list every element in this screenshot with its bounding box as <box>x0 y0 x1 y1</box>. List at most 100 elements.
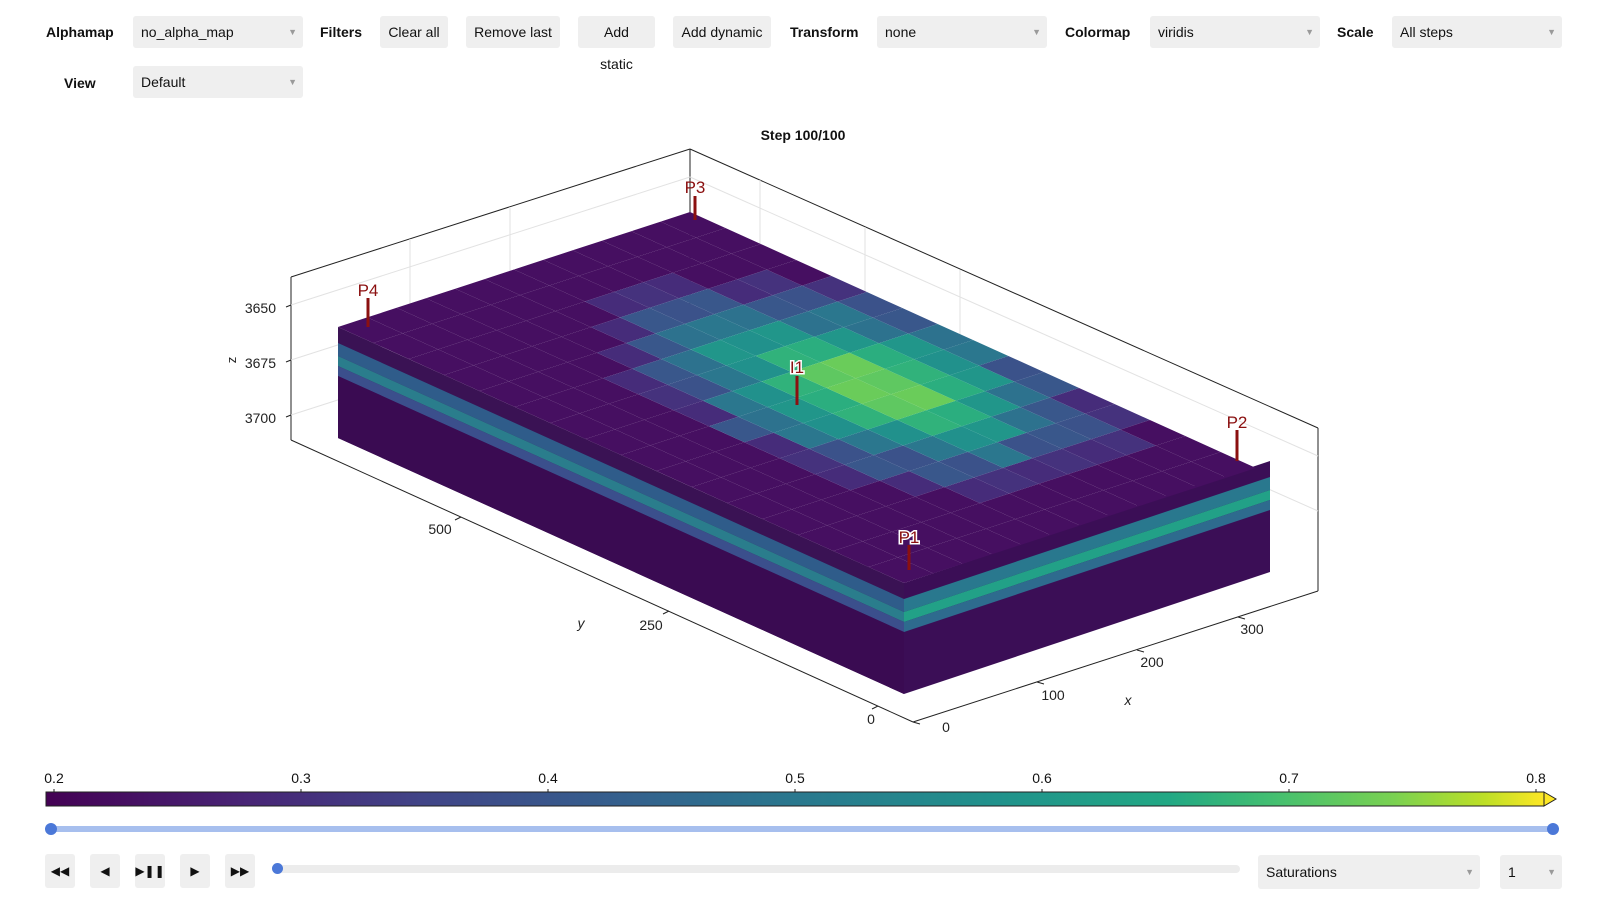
top-face-cell <box>803 413 868 440</box>
top-face-cell <box>666 237 732 264</box>
top-face-cell <box>455 279 520 305</box>
top-face-cell <box>720 330 785 356</box>
top-face-cell <box>961 416 1027 443</box>
speed-dropdown[interactable]: 1 ▼ <box>1500 855 1562 889</box>
top-face-cell <box>927 538 992 564</box>
top-face-cell <box>815 464 880 491</box>
top-face-cell <box>672 263 738 289</box>
top-face-cell <box>432 314 497 340</box>
well-p1[interactable]: P1 <box>897 527 921 570</box>
reservoir-3d-plot[interactable]: Step 100/100 <box>0 0 1600 745</box>
top-face-cell <box>909 461 974 488</box>
color-range-slider[interactable] <box>45 822 1559 836</box>
well-p4[interactable]: P4 <box>358 281 379 327</box>
range-handle-low[interactable] <box>45 823 57 835</box>
scale-value: All steps <box>1400 24 1453 40</box>
top-face-cell <box>637 247 703 273</box>
right-band-2 <box>904 490 1270 622</box>
top-face-cell <box>620 307 685 334</box>
chevron-down-icon: ▼ <box>1547 27 1556 37</box>
chevron-down-icon: ▼ <box>1305 27 1314 37</box>
top-face-cell <box>673 400 739 427</box>
transform-dropdown[interactable]: none ▼ <box>877 16 1047 48</box>
top-face-cell <box>955 391 1021 417</box>
clear-all-button[interactable]: Clear all <box>380 16 448 48</box>
well-i1[interactable]: I1 <box>788 357 806 405</box>
top-face-cell <box>1191 452 1256 478</box>
fast-forward-button[interactable]: ▶▶ <box>225 854 255 888</box>
top-face-cell <box>514 259 579 286</box>
top-face-cell <box>814 327 879 353</box>
top-face-cell <box>473 355 539 382</box>
well-label: P3 <box>685 178 706 197</box>
top-face-cell <box>479 381 545 407</box>
well-label: I1 <box>790 358 804 377</box>
colorbar-tick: 0.3 <box>291 770 311 786</box>
top-face-cell <box>926 400 992 427</box>
step-handle[interactable] <box>272 863 283 874</box>
top-face-cell <box>921 512 986 539</box>
scale-dropdown[interactable]: All steps ▼ <box>1392 16 1562 48</box>
colormap-dropdown[interactable]: viridis ▼ <box>1150 16 1320 48</box>
top-face-cell <box>631 221 696 248</box>
top-face-cell <box>373 333 439 359</box>
top-face-cell <box>879 333 944 360</box>
rewind-button[interactable]: ◀◀ <box>45 854 75 888</box>
top-face-cell <box>708 279 773 305</box>
z-tick-label: 3675 <box>245 355 276 371</box>
top-face-cell <box>872 308 938 334</box>
top-face-cell <box>573 378 639 404</box>
top-face-cell <box>696 365 762 392</box>
remove-last-button[interactable]: Remove last <box>466 16 560 48</box>
top-face-cell <box>732 381 797 408</box>
top-face-cell <box>402 323 468 350</box>
top-face-cell <box>837 292 903 318</box>
top-face-cell <box>778 311 844 337</box>
view-dropdown[interactable]: Default ▼ <box>133 66 303 98</box>
top-face-cell <box>826 378 891 404</box>
top-face-cell <box>1162 461 1227 488</box>
step-slider[interactable] <box>272 862 1240 876</box>
alphamap-dropdown[interactable]: no_alpha_map ▼ <box>133 16 303 48</box>
top-face-cell <box>1091 429 1156 456</box>
range-handle-high[interactable] <box>1547 823 1559 835</box>
play-pause-button[interactable]: ▶❚❚ <box>135 854 165 888</box>
step-back-button[interactable]: ◀ <box>90 854 120 888</box>
field-dropdown[interactable]: Saturations ▼ <box>1258 855 1480 889</box>
well-label: P4 <box>358 281 379 300</box>
play-button[interactable]: ▶ <box>180 854 210 888</box>
top-face-cell <box>626 333 691 360</box>
top-face-cell <box>1015 509 1080 536</box>
play-pause-icon: ▶❚❚ <box>135 864 165 878</box>
top-face-cell <box>461 304 527 331</box>
add-static-button[interactable]: Add static <box>578 16 655 72</box>
top-face-cell <box>762 509 828 535</box>
x-tick-label: 300 <box>1240 621 1264 637</box>
top-face-cell <box>1014 372 1080 398</box>
top-face-cell <box>844 455 910 481</box>
top-face-cell <box>861 394 927 420</box>
top-face-cell <box>650 435 715 462</box>
top-face-cell <box>572 240 638 267</box>
top-face-cell <box>526 311 591 337</box>
top-face-cells <box>338 212 1256 583</box>
field-value: Saturations <box>1266 864 1337 880</box>
top-face-cell <box>891 384 956 411</box>
top-face-cell <box>791 362 856 388</box>
top-face-cell <box>850 480 916 507</box>
speed-value: 1 <box>1508 864 1516 880</box>
top-face-cell <box>467 330 533 356</box>
top-face-cell <box>855 368 921 395</box>
add-dynamic-button[interactable]: Add dynamic <box>673 16 771 48</box>
top-face-cell <box>338 317 403 343</box>
top-face-cell <box>579 403 645 430</box>
top-face-cell <box>543 250 608 276</box>
top-face-cell <box>867 419 933 446</box>
well-p2[interactable]: P2 <box>1227 413 1248 461</box>
top-face-cell <box>991 407 1056 433</box>
top-face-cell <box>985 381 1050 408</box>
top-face-cell <box>856 506 922 532</box>
well-p3[interactable]: P3 <box>685 178 706 220</box>
top-face-cell <box>714 304 779 331</box>
x-tick-label: 200 <box>1140 654 1164 670</box>
